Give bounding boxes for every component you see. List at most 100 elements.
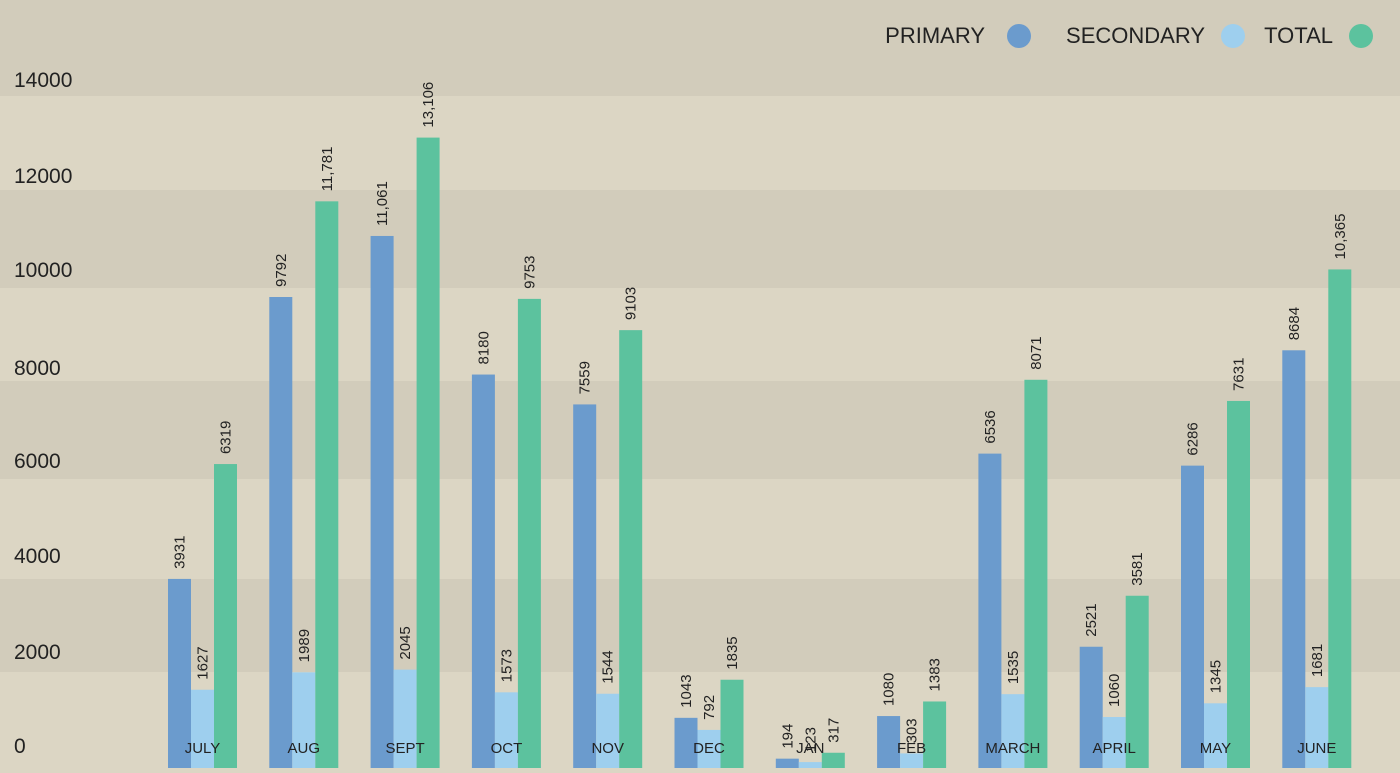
grid-band: [0, 381, 1400, 479]
grid-band: [0, 288, 1400, 381]
bar-secondary-july: [191, 689, 214, 768]
bar-primary-june: [1282, 350, 1306, 768]
bar-total-dec: [720, 679, 744, 768]
x-category-label: OCT: [491, 740, 523, 757]
bar-value-label: 8071: [1028, 336, 1045, 369]
bar-secondary-aug: [292, 672, 316, 768]
bar-value-label: 3931: [172, 536, 189, 569]
bar-value-label: 1989: [296, 629, 313, 662]
bar-primary-aug: [269, 297, 293, 768]
legend-swatch-total: [1349, 24, 1373, 48]
bar-value-label: 6536: [982, 410, 999, 443]
bar-primary-oct: [471, 374, 495, 768]
bar-value-label: 1681: [1309, 644, 1326, 677]
bar-secondary-june: [1305, 687, 1329, 768]
legend-label-total: TOTAL: [1264, 23, 1333, 48]
x-category-label: AUG: [288, 740, 321, 757]
bar-value-label: 1573: [498, 649, 515, 682]
x-category-label: MAY: [1200, 740, 1231, 757]
y-tick-label: 2000: [14, 641, 61, 664]
bar-value-label: 11,781: [319, 147, 336, 192]
bar-value-label: 7559: [577, 361, 594, 394]
bar-value-label: 1080: [881, 673, 898, 706]
bar-primary-dec: [674, 717, 698, 768]
bar-secondary-may: [1204, 703, 1227, 768]
bar-total-aug: [315, 201, 339, 769]
x-axis-labels: JULY AUG SEPT OCT NOV DEC JAN FEB MARCH APRIL MAY J…: [185, 740, 1337, 757]
bar-secondary-dec: [697, 729, 721, 768]
y-tick-label: 12000: [14, 165, 72, 188]
bar-primary-feb: [877, 716, 901, 768]
grid-band: [0, 96, 1400, 190]
bar-value-label: 1043: [678, 674, 695, 707]
y-tick-label: 14000: [14, 69, 72, 92]
bar-value-label: 303: [904, 718, 921, 743]
y-tick-label: 4000: [14, 545, 61, 568]
x-category-label: JAN: [796, 740, 824, 757]
bar-secondary-april: [1102, 717, 1126, 768]
bar-value-label: 1535: [1005, 651, 1022, 684]
bar-primary-nov: [573, 404, 597, 768]
bar-total-feb: [923, 701, 947, 768]
bar-value-label: 9753: [521, 256, 538, 289]
bar-primary-sept: [370, 235, 394, 769]
bar-value-label: 9792: [273, 254, 290, 287]
bar-primary-jan: [775, 758, 799, 768]
legend: PRIMARY SECONDARY TOTAL: [885, 23, 1373, 48]
bar-total-jan: [821, 752, 845, 768]
bar-value-label: 1383: [927, 658, 944, 691]
legend-swatch-secondary: [1221, 24, 1245, 48]
bar-value-label: 9103: [623, 287, 640, 320]
bar-total-march: [1024, 379, 1048, 768]
x-category-label: DEC: [693, 740, 725, 757]
bar-value-label: 7631: [1231, 358, 1248, 391]
bar-value-label: 6286: [1185, 422, 1202, 455]
y-tick-label: 6000: [14, 450, 61, 473]
bar-value-label: 11,061: [374, 181, 391, 226]
bar-secondary-sept: [393, 669, 417, 768]
bar-value-label: 317: [825, 718, 842, 743]
x-category-label: SEPT: [386, 740, 425, 757]
bar-secondary-oct: [494, 692, 518, 768]
bar-value-label: 13,106: [420, 82, 437, 128]
bar-secondary-feb: [900, 753, 924, 768]
bar-total-april: [1125, 595, 1149, 768]
y-tick-label: 8000: [14, 357, 61, 380]
bar-value-label: 1345: [1208, 660, 1225, 693]
legend-swatch-primary: [1007, 24, 1031, 48]
legend-label-primary: PRIMARY: [885, 23, 985, 48]
bar-primary-april: [1079, 646, 1103, 768]
bar-value-label: 1544: [600, 650, 617, 683]
bar-value-label: 8684: [1286, 307, 1303, 340]
x-category-label: FEB: [897, 740, 926, 757]
bar-value-label: 3581: [1129, 552, 1146, 585]
y-axis-ticks: 0 2000 4000 6000 8000 10000 12000 14000: [14, 69, 72, 758]
bar-primary-march: [978, 453, 1002, 768]
bar-value-label: 1060: [1106, 674, 1123, 707]
bar-total-sept: [416, 137, 440, 769]
bar-secondary-march: [1001, 694, 1025, 768]
bar-primary-july: [168, 578, 191, 768]
grid-band: [0, 0, 1400, 96]
bar-value-label: 10,365: [1332, 214, 1349, 260]
x-category-label: JUNE: [1297, 740, 1336, 757]
bar-value-label: 2521: [1083, 603, 1100, 636]
bar-value-label: 123: [802, 727, 819, 752]
bars: 3931 1627 6319 9792 1989 11,781 11,061 2045 13,1…: [168, 82, 1352, 769]
bar-value-label: 194: [779, 724, 796, 749]
bar-primary-may: [1181, 465, 1204, 768]
legend-label-secondary: SECONDARY: [1066, 23, 1205, 48]
bar-value-label: 1627: [195, 646, 212, 679]
bar-value-label: 1835: [724, 636, 741, 669]
bar-secondary-jan: [798, 762, 822, 768]
grid-band: [0, 190, 1400, 288]
bar-value-label: 6319: [218, 421, 235, 454]
y-tick-label: 10000: [14, 259, 72, 282]
bar-value-label: 792: [701, 695, 718, 720]
bar-total-oct: [517, 298, 541, 768]
bar-value-label: 8180: [475, 331, 492, 364]
x-category-label: MARCH: [985, 740, 1040, 757]
bar-total-july: [214, 464, 237, 768]
